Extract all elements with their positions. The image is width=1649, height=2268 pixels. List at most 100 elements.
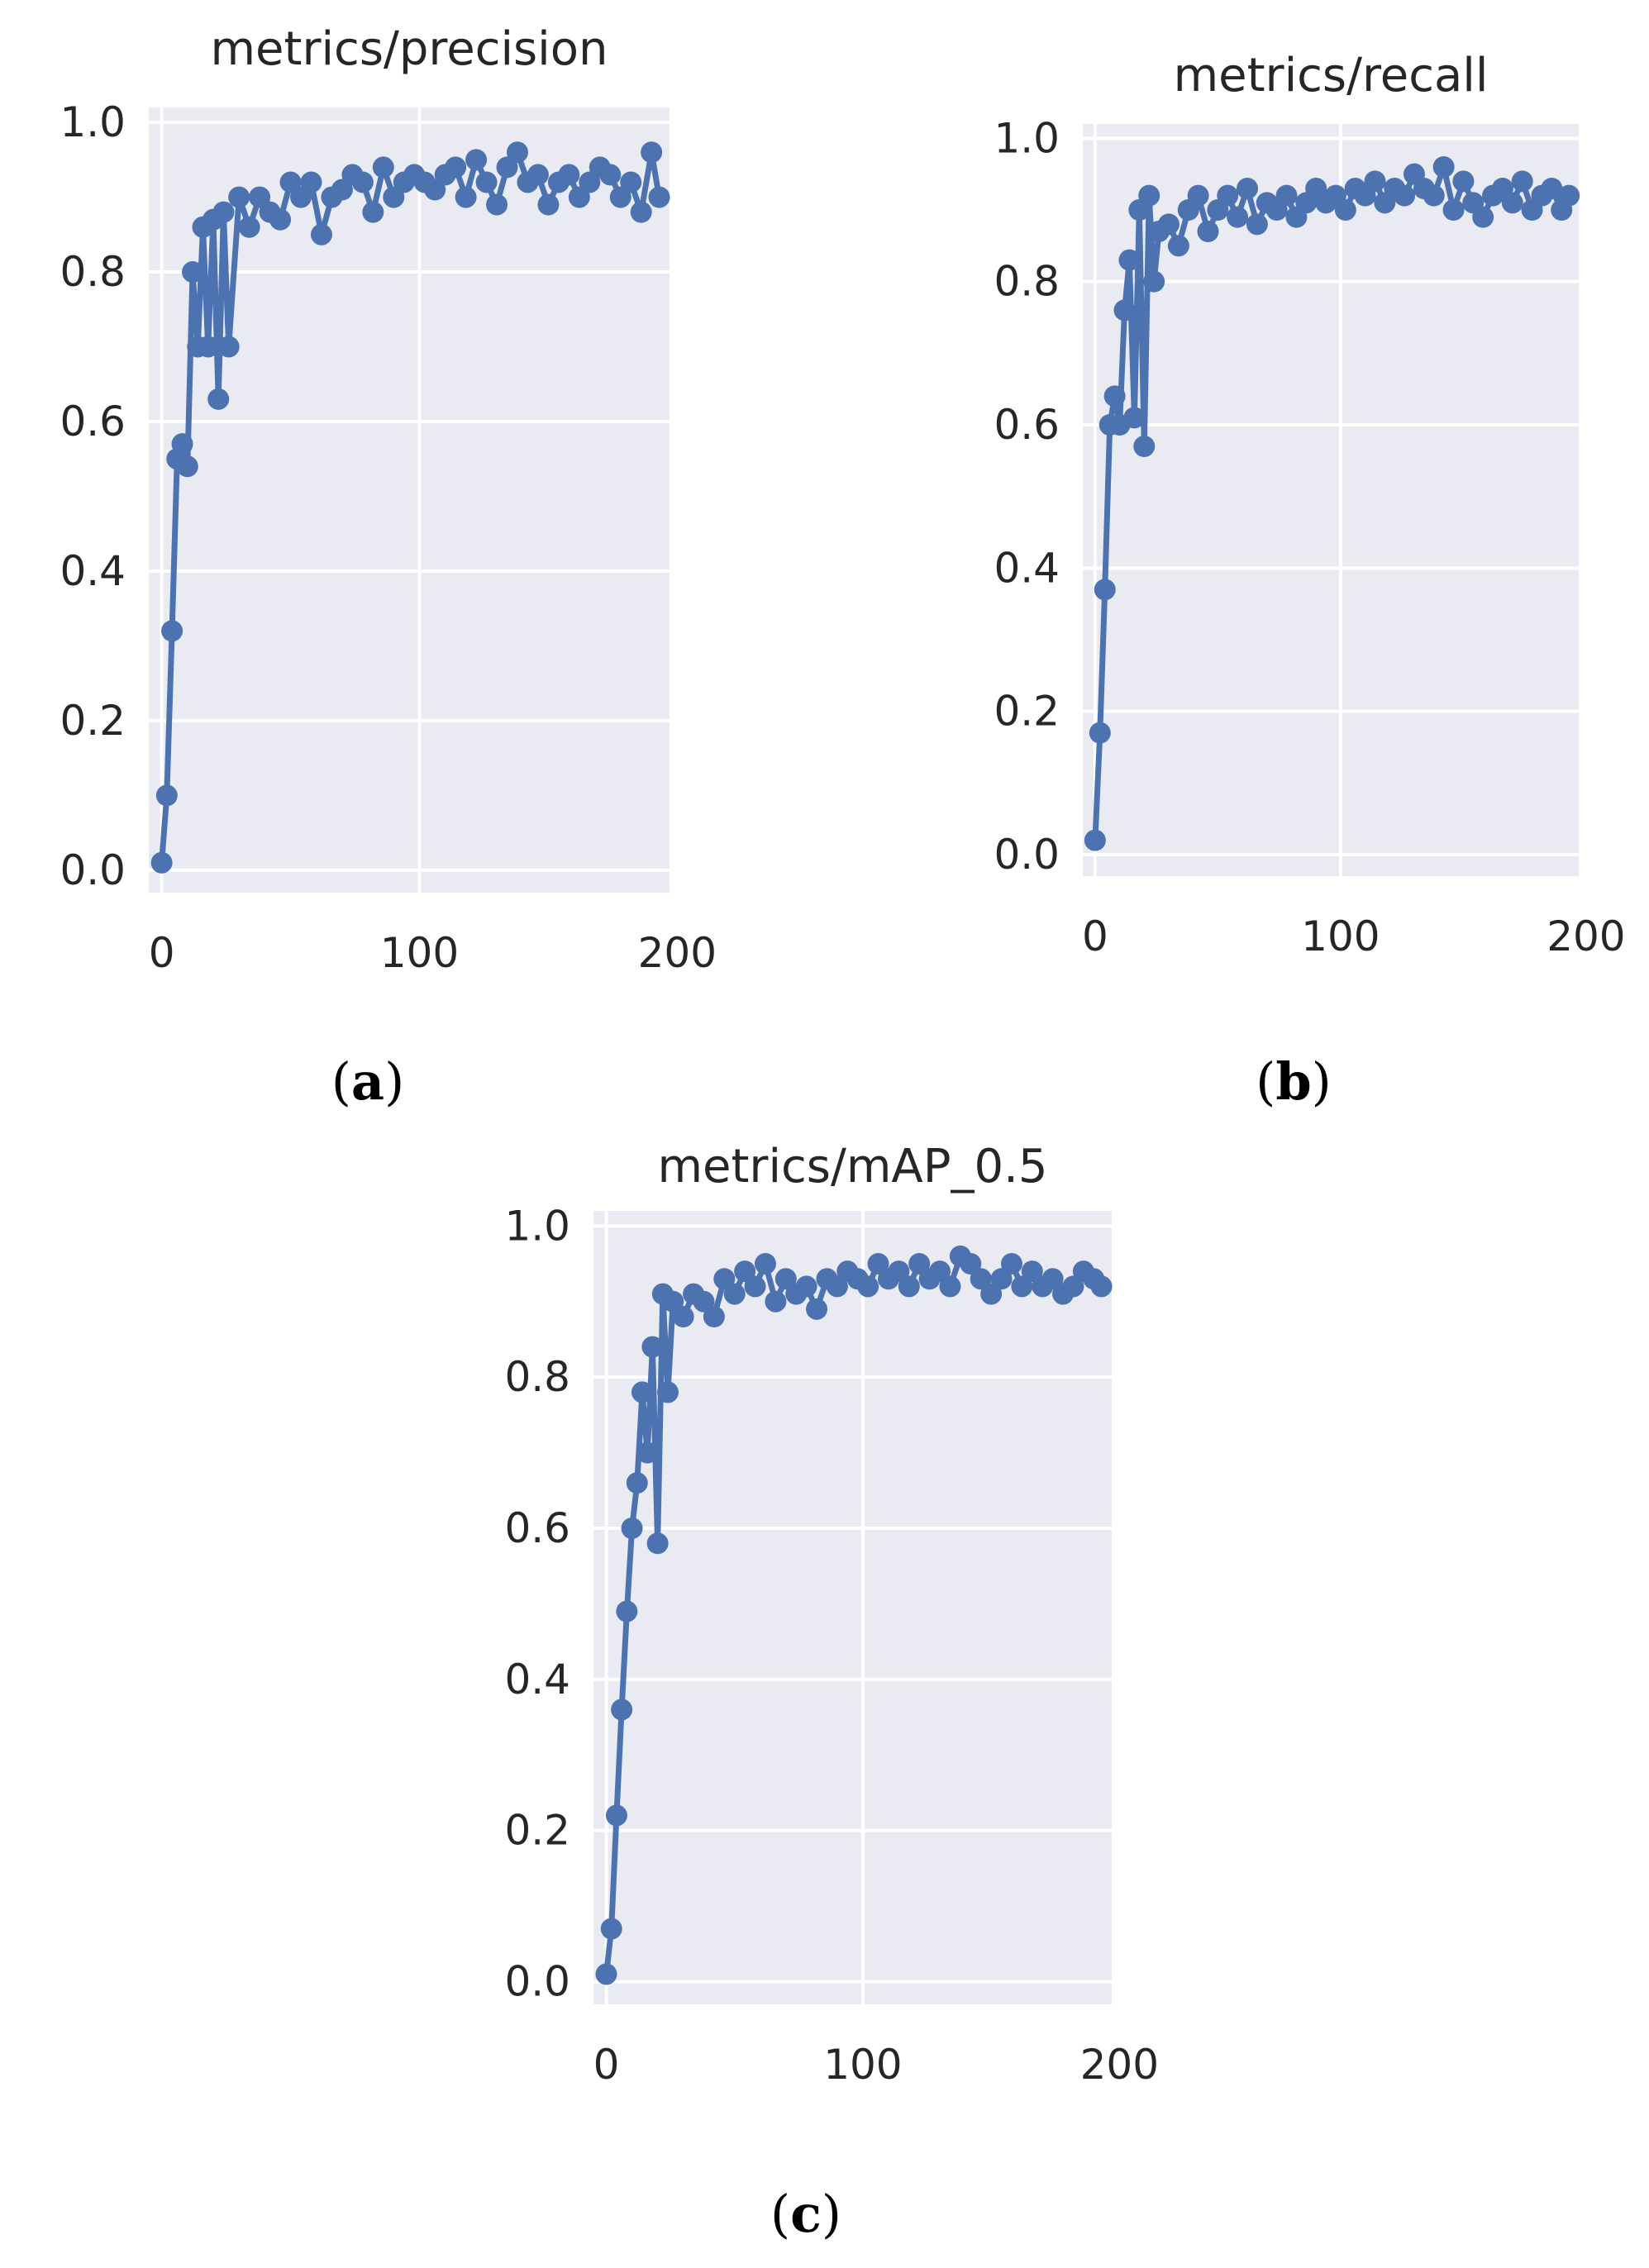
data-point-b-38 — [1394, 184, 1416, 207]
panel-label-b: (b) — [1256, 1051, 1332, 1112]
panel-label-b-close: ) — [1312, 1051, 1332, 1112]
data-point-b-4 — [1103, 385, 1126, 407]
data-point-c-22 — [754, 1253, 776, 1275]
xtick-label-c-1: 100 — [823, 2041, 902, 2089]
data-point-b-26 — [1275, 184, 1298, 207]
series-a — [150, 141, 670, 874]
ytick-label-a-4: 0.8 — [60, 248, 126, 296]
data-point-c-32 — [857, 1275, 879, 1298]
data-point-b-50 — [1511, 170, 1533, 193]
data-point-c-8 — [636, 1441, 659, 1464]
ytick-label-c-0: 0.0 — [504, 1958, 570, 2006]
data-point-a-19 — [279, 171, 302, 193]
xtick-label-c-2: 200 — [1080, 2041, 1159, 2089]
ytick-label-c-1: 0.2 — [504, 1807, 570, 1855]
data-point-c-18 — [713, 1268, 736, 1290]
data-point-c-0 — [595, 1963, 617, 1985]
data-point-b-44 — [1452, 170, 1475, 193]
data-point-a-50 — [599, 164, 622, 186]
tick-labels-c: 0 100 200 0.0 0.2 0.4 0.6 0.8 1.0 — [504, 1202, 1159, 2089]
data-point-c-37 — [908, 1253, 931, 1275]
data-point-c-36 — [898, 1275, 920, 1298]
data-point-c-4 — [616, 1600, 638, 1622]
data-point-c-33 — [867, 1253, 889, 1275]
ytick-label-a-3: 0.6 — [60, 398, 126, 446]
data-point-c-39 — [929, 1260, 951, 1283]
data-point-a-4 — [171, 433, 193, 455]
data-point-a-35 — [445, 156, 467, 179]
data-point-b-41 — [1423, 184, 1445, 207]
data-point-a-26 — [351, 171, 374, 193]
data-point-b-1 — [1089, 722, 1111, 744]
data-point-c-19 — [723, 1283, 746, 1305]
data-point-a-28 — [372, 156, 394, 179]
data-point-c-10 — [646, 1532, 669, 1555]
data-point-a-11 — [207, 388, 230, 410]
data-point-b-35 — [1364, 170, 1386, 193]
data-point-a-21 — [300, 171, 322, 193]
chart-title-c: metrics/mAP_0.5 — [657, 1140, 1047, 1194]
panel-label-a: (a) — [331, 1051, 405, 1112]
data-point-b-15 — [1167, 235, 1189, 257]
xtick-label-a-0: 0 — [149, 929, 175, 977]
data-point-a-18 — [269, 208, 292, 231]
data-point-a-22 — [310, 223, 332, 245]
data-point-c-40 — [939, 1275, 961, 1298]
data-point-c-35 — [888, 1260, 910, 1283]
ytick-label-b-0: 0.0 — [994, 831, 1060, 879]
data-point-a-53 — [630, 201, 652, 223]
data-point-a-20 — [290, 186, 312, 208]
data-point-b-22 — [1237, 178, 1259, 199]
chart-title-a: metrics/precision — [210, 22, 608, 76]
xtick-label-b-2: 200 — [1547, 912, 1625, 960]
data-point-a-27 — [362, 201, 384, 223]
data-point-c-44 — [980, 1283, 1003, 1305]
data-point-b-21 — [1227, 206, 1249, 228]
tick-labels-a: 0 100 200 0.0 0.2 0.4 0.6 0.8 1.0 — [60, 98, 717, 977]
xtick-label-c-0: 0 — [593, 2041, 620, 2089]
data-point-b-18 — [1197, 221, 1219, 242]
panel-label-c-open: ( — [770, 2184, 790, 2244]
data-point-a-41 — [506, 141, 528, 164]
data-point-a-29 — [383, 186, 405, 208]
data-point-b-46 — [1472, 206, 1494, 228]
data-point-c-12 — [657, 1381, 679, 1403]
ytick-label-a-2: 0.4 — [60, 547, 126, 595]
xtick-label-a-1: 100 — [380, 929, 459, 977]
grid-a — [149, 107, 670, 893]
data-point-a-51 — [609, 186, 631, 208]
data-point-a-39 — [486, 193, 508, 216]
ytick-label-a-0: 0.0 — [60, 846, 126, 894]
data-point-a-38 — [475, 171, 498, 193]
data-point-c-26 — [795, 1275, 817, 1298]
data-point-a-1 — [155, 784, 178, 807]
data-point-c-13 — [662, 1290, 684, 1313]
data-point-a-16 — [249, 186, 271, 208]
ytick-label-a-5: 1.0 — [60, 98, 126, 146]
data-point-b-0 — [1084, 829, 1106, 851]
panel-label-c-close: ) — [822, 2184, 841, 2244]
data-point-b-23 — [1246, 213, 1268, 236]
data-point-a-52 — [620, 171, 642, 193]
data-point-b-6 — [1113, 299, 1136, 322]
ytick-label-c-3: 0.6 — [504, 1504, 570, 1552]
panel-label-a-letter: a — [351, 1051, 384, 1112]
data-point-a-14 — [228, 186, 250, 208]
ytick-label-c-2: 0.4 — [504, 1656, 570, 1703]
data-point-c-17 — [703, 1306, 725, 1327]
xtick-label-a-2: 200 — [638, 929, 717, 977]
data-point-b-7 — [1118, 249, 1141, 271]
data-point-b-10 — [1133, 436, 1156, 457]
data-point-b-55 — [1558, 184, 1580, 207]
data-point-a-15 — [238, 216, 260, 238]
data-point-c-27 — [806, 1298, 828, 1320]
data-point-b-14 — [1157, 213, 1180, 236]
xtick-label-b-0: 0 — [1082, 912, 1108, 960]
ytick-label-c-5: 1.0 — [504, 1202, 570, 1250]
tick-labels-b: 0 100 200 0.0 0.2 0.4 0.6 0.8 1.0 — [994, 114, 1625, 960]
ytick-label-b-5: 1.0 — [994, 114, 1060, 162]
chart-panel-a: metrics/precision 0 100 200 0.0 0.2 0.4 0.6 0.8… — [60, 22, 717, 1112]
panel-label-b-letter: b — [1275, 1051, 1311, 1112]
grid-c — [593, 1211, 1112, 2004]
data-point-a-12 — [212, 201, 235, 223]
